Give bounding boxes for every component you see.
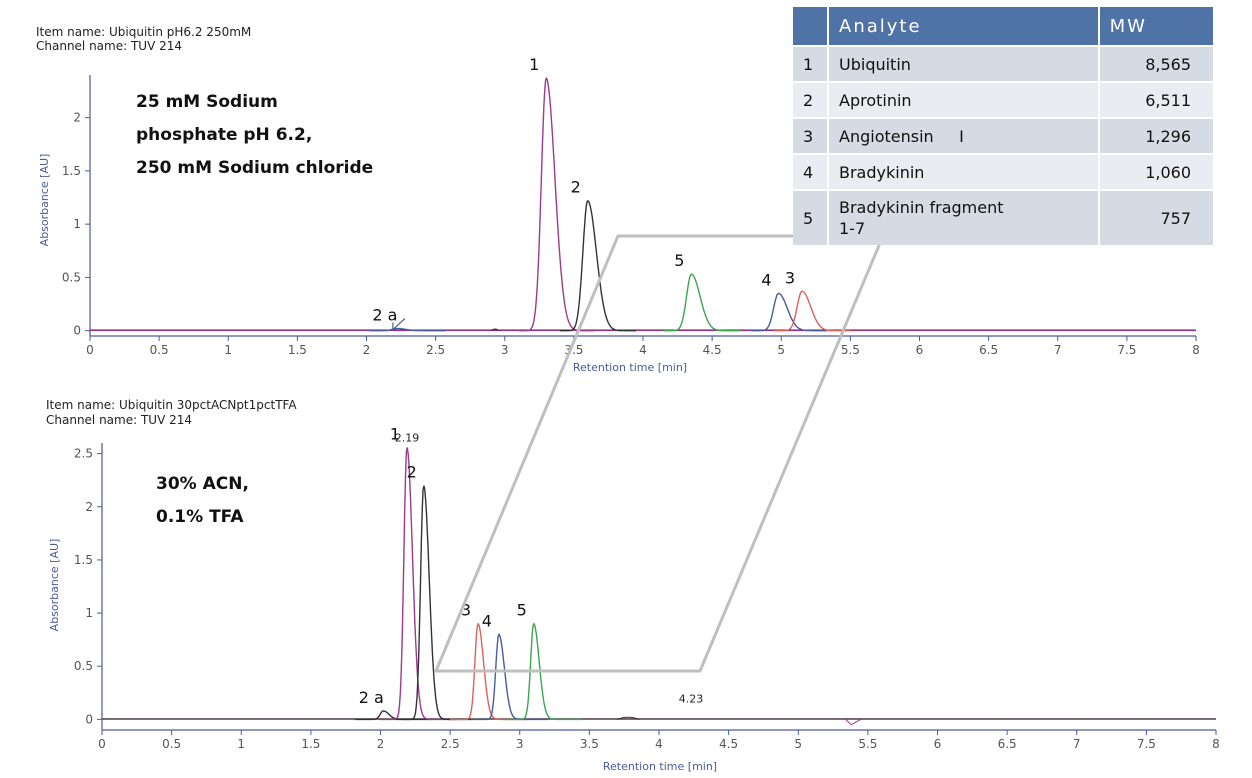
bottom-x-tick-label: 8 (1212, 737, 1220, 751)
top-x-tick-label: 8 (1192, 343, 1200, 357)
top-x-tick-label: 1.5 (288, 343, 307, 357)
top-item-name: Item name: Ubiquitin pH6.2 250mM (36, 25, 251, 39)
bottom-rt-annotation: 2.19 (395, 431, 420, 444)
bottom-y-tick-label: 0 (85, 712, 93, 726)
table-row: 5 Bradykinin fragment 1-7 757 (793, 189, 1213, 245)
top-peak-trace (560, 199, 637, 332)
bottom-x-axis-label: Retention time [min] (603, 760, 717, 773)
bottom-x-tick-label: 0.5 (162, 737, 181, 751)
top-y-tick-label: 2 (73, 111, 81, 125)
bottom-y-tick-label: 0.5 (74, 659, 93, 673)
bottom-x-tick-label: 5 (794, 737, 802, 751)
bottom-x-tick-label: 5.5 (858, 737, 877, 751)
top-y-tick-label: 0.5 (62, 270, 81, 284)
bottom-minor-peak (617, 716, 640, 720)
top-x-tick-label: 0.5 (150, 343, 169, 357)
table-header-mw: MW (1097, 7, 1213, 46)
bottom-peak-label: 3 (461, 601, 471, 620)
bottom-y-tick-label: 2.5 (74, 447, 93, 461)
top-x-axis-label: Retention time [min] (573, 361, 687, 374)
bottom-peak-label: 4 (482, 611, 492, 630)
bottom-rt-annotation: 4.23 (679, 693, 704, 706)
top-condition-line-1: 25 mM Sodium (136, 92, 278, 112)
bottom-y-tick-label: 2 (85, 500, 93, 514)
table-header-analyte: Analyte (828, 7, 1099, 46)
bottom-x-tick-label: 4.5 (719, 737, 738, 751)
top-x-tick-label: 6 (916, 343, 924, 357)
bottom-x-tick-label: 2 (377, 737, 385, 751)
table-header-index (793, 7, 829, 46)
top-condition-line-2: phosphate pH 6.2, (136, 125, 312, 145)
bottom-peak-label: 1 (390, 424, 400, 443)
top-peak-label: 2 a (372, 306, 397, 325)
top-x-tick-label: 7.5 (1117, 343, 1136, 357)
top-2a-marker (392, 318, 406, 331)
bottom-peak-trace (471, 632, 548, 721)
correlation-parallelogram (433, 234, 886, 673)
bottom-x-tick-label: 3 (516, 737, 524, 751)
bottom-peak-trace (505, 622, 583, 721)
top-x-tick-label: 3 (501, 343, 509, 357)
top-peak-label: 5 (674, 251, 684, 270)
top-x-tick-label: 6.5 (979, 343, 998, 357)
table-row: 2 Aprotinin 6,511 (793, 81, 1213, 118)
bottom-peak-label: 5 (517, 601, 527, 620)
bottom-peak-trace (355, 710, 432, 721)
bottom-x-tick-label: 0 (98, 737, 106, 751)
top-y-tick-label: 1.5 (62, 164, 81, 178)
top-chromatogram: 0 0.5 1 1.5 2 2.5 3 3.5 4 4.5 5 5.5 6 6.5 7 7.5 800.511.… (62, 55, 1200, 357)
fragment-name: Bradykinin fragment (839, 198, 1004, 217)
bottom-y-axis-label: Absorbance [AU] (48, 539, 61, 632)
top-peak-trace (774, 290, 851, 332)
bottom-x-tick-label: 4 (655, 737, 663, 751)
top-peak-label: 1 (529, 55, 539, 74)
bottom-item-name: Item name: Ubiquitin 30pctACNpt1pctTFA (46, 398, 297, 412)
fragment-range: 1-7 (839, 219, 866, 238)
top-peak-trace (518, 76, 595, 332)
bottom-x-tick-label: 6.5 (998, 737, 1017, 751)
bottom-y-tick-label: 1 (85, 606, 93, 620)
bottom-condition-line-1: 30% ACN, (156, 474, 249, 494)
top-y-axis-label: Absorbance [AU] (38, 154, 51, 247)
bottom-x-tick-label: 3.5 (580, 737, 599, 751)
bottom-x-tick-label: 7 (1073, 737, 1081, 751)
bottom-peak-label: 2 a (359, 688, 384, 707)
top-x-tick-label: 4 (639, 343, 647, 357)
top-x-tick-label: 5.5 (841, 343, 860, 357)
analyte-mw-table: Analyte MW 1 Ubiquitin 8,565 2 Aprotinin… (793, 7, 1213, 245)
top-condition-line-3: 250 mM Sodium chloride (136, 158, 373, 178)
top-x-tick-label: 2 (363, 343, 371, 357)
top-x-tick-label: 2.5 (426, 343, 445, 357)
bottom-x-tick-label: 2.5 (441, 737, 460, 751)
top-x-tick-label: 1 (224, 343, 232, 357)
bottom-x-tick-label: 1 (237, 737, 245, 751)
bottom-channel-name: Channel name: TUV 214 (46, 413, 192, 427)
top-x-tick-label: 4.5 (703, 343, 722, 357)
top-peak-trace (750, 292, 827, 332)
top-y-tick-label: 0 (73, 324, 81, 338)
top-x-tick-label: 7 (1054, 343, 1062, 357)
bottom-dip-trace (845, 718, 862, 726)
top-channel-name: Channel name: TUV 214 (36, 39, 182, 53)
bottom-condition-line-2: 0.1% TFA (156, 507, 244, 527)
top-peak-trace (369, 327, 446, 332)
bottom-x-tick-label: 1.5 (301, 737, 320, 751)
top-peak-label: 4 (761, 270, 771, 289)
top-x-tick-label: 0 (86, 343, 94, 357)
top-minor-peak (490, 328, 500, 332)
top-peak-label: 2 (571, 178, 581, 197)
bottom-y-tick-label: 1.5 (74, 553, 93, 567)
top-peak-trace (663, 273, 740, 332)
table-row: 4 Bradykinin 1,060 (793, 153, 1213, 190)
bottom-x-tick-label: 7.5 (1137, 737, 1156, 751)
bottom-peak-label: 2 (407, 463, 417, 482)
top-peak-label: 3 (785, 268, 795, 287)
table-row: 1 Ubiquitin 8,565 (793, 45, 1213, 82)
top-x-tick-label: 5 (777, 343, 785, 357)
bottom-chromatogram: 0 0.5 1 1.5 2 2.5 3 3.5 4 4.5 5 5.5 6 6.5 7 7.5 8 0 0.5 1 1.… (74, 424, 1220, 751)
table-row: 3 Angiotensin I 1,296 (793, 117, 1213, 154)
top-y-tick-label: 1 (73, 217, 81, 231)
bottom-x-tick-label: 6 (934, 737, 942, 751)
